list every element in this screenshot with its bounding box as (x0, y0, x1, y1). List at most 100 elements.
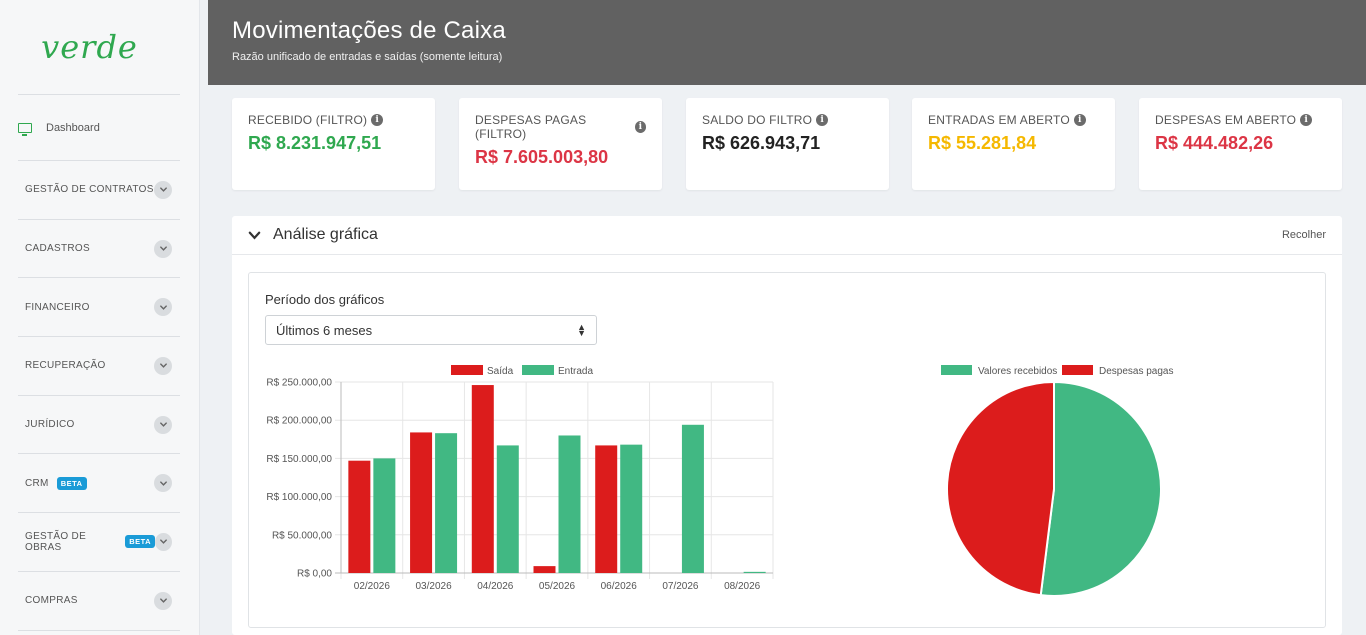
sidebar-item-group: GESTÃO DE CONTRATOS (25, 184, 154, 195)
bar-chart: Saída Entrada R$ 250.000,00 R$ 200.000,00 R$… (266, 365, 774, 592)
sidebar-item-label: RECUPERAÇÃO (25, 360, 106, 372)
sidebar-item-dashboard[interactable]: Dashboard (0, 95, 199, 160)
panel-header: Análise gráfica Recolher (232, 216, 1342, 255)
legend-swatch (941, 365, 972, 375)
y-tick-label: R$ 100.000,00 (266, 492, 332, 503)
sidebar-item-label: GESTÃO DE CONTRATOS (25, 184, 154, 196)
bar (681, 424, 704, 573)
sidebar-item[interactable]: CADASTROS (18, 220, 180, 279)
stat-card-despesas-aberto: DESPESAS EM ABERTO i R$ 444.482,26 (1139, 98, 1342, 190)
sidebar-item-group: CADASTROS (25, 243, 90, 254)
bar (620, 444, 643, 573)
chevron-down-icon[interactable] (154, 356, 172, 375)
bar (410, 432, 433, 573)
select-arrows-icon: ▲ ▼ (577, 322, 586, 338)
sidebar-item-label: JURÍDICO (25, 419, 75, 431)
sidebar-item[interactable]: CRM BETA (18, 454, 180, 514)
sidebar: verde Dashboard GESTÃO DE CONTRATOS CADAS… (0, 0, 200, 635)
stat-title: DESPESAS EM ABERTO (1155, 113, 1297, 127)
chevron-down-icon[interactable] (154, 298, 172, 317)
stat-value: R$ 8.231.947,51 (248, 133, 382, 153)
bar (471, 385, 494, 573)
logo-text: verde (41, 28, 138, 66)
legend-swatch (522, 365, 554, 375)
legend-swatch (1062, 365, 1093, 375)
sidebar-item[interactable]: RECUPERAÇÃO (18, 337, 180, 396)
chevron-down-icon[interactable] (154, 180, 172, 199)
chart-container: Período dos gráficos Últimos 6 meses ▲ ▼ … (248, 272, 1326, 628)
sidebar-item-label: CADASTROS (25, 243, 90, 255)
y-tick-label: R$ 200.000,00 (266, 416, 332, 427)
bar (558, 435, 581, 573)
sidebar-item[interactable]: GESTÃO DE CONTRATOS (18, 161, 180, 220)
sidebar-item-group: COMPRAS (25, 595, 78, 606)
sidebar-item[interactable]: FINANCEIRO (18, 278, 180, 338)
beta-badge: BETA (56, 476, 87, 490)
sidebar-item-group: GESTÃO DE OBRAS BETA (25, 530, 156, 553)
stat-value: R$ 626.943,71 (702, 133, 821, 153)
info-icon[interactable]: i (816, 114, 829, 126)
stat-value: R$ 55.281,84 (928, 133, 1037, 153)
period-label: Período dos gráficos (265, 292, 385, 307)
info-icon[interactable]: i (1073, 114, 1086, 126)
x-tick-label: 05/2026 (539, 581, 576, 592)
sidebar-item[interactable]: COMPRAS (18, 572, 180, 631)
y-tick-label: R$ 0,00 (297, 569, 332, 580)
beta-badge: BETA (125, 535, 156, 549)
chevron-down-icon[interactable] (155, 532, 172, 551)
sidebar-item-label: Dashboard (46, 121, 100, 134)
legend-swatch (451, 365, 483, 375)
stat-title: DESPESAS PAGAS (FILTRO) (475, 113, 587, 141)
period-select[interactable]: Últimos 6 meses ▲ ▼ (265, 315, 597, 345)
stat-value: R$ 444.482,26 (1155, 133, 1274, 153)
chevron-down-icon[interactable] (154, 239, 172, 258)
divider (18, 160, 180, 161)
legend-label: Saída (487, 366, 514, 377)
sidebar-item[interactable]: GESTÃO DE OBRAS BETA (18, 513, 180, 572)
y-tick-label: R$ 50.000,00 (272, 530, 332, 541)
monitor-icon (18, 122, 32, 136)
stat-card-entradas-aberto: ENTRADAS EM ABERTO i R$ 55.281,84 (912, 98, 1115, 190)
bar (373, 458, 396, 573)
chevron-down-icon (248, 231, 261, 239)
y-tick-label: R$ 250.000,00 (266, 378, 332, 389)
bar (595, 445, 618, 573)
divider (18, 94, 180, 95)
x-tick-label: 04/2026 (477, 581, 514, 592)
x-tick-label: 03/2026 (415, 581, 452, 592)
legend-label: Entrada (558, 366, 593, 377)
panel-toggle[interactable]: Análise gráfica (248, 226, 378, 244)
panel-title: Análise gráfica (273, 226, 378, 243)
pie-slice (946, 380, 1055, 597)
period-select-value: Últimos 6 meses (276, 322, 373, 338)
pie-slice (1039, 380, 1162, 597)
stat-card-despesas-pagas: DESPESAS PAGAS (FILTRO) i R$ 7.605.003,80 (459, 98, 662, 190)
chevron-down-icon[interactable] (154, 591, 172, 610)
info-icon[interactable]: i (1300, 114, 1313, 126)
pie-chart: Valores recebidos Despesas pagas (941, 365, 1174, 597)
sidebar-item-label: GESTÃO DE OBRAS (25, 530, 87, 553)
x-tick-label: 02/2026 (354, 581, 391, 592)
stat-title: RECEBIDO (FILTRO) (248, 113, 368, 127)
info-icon[interactable]: i (371, 114, 384, 126)
page-title: Movimentações de Caixa (232, 17, 506, 44)
stat-card-recebido: RECEBIDO (FILTRO) i R$ 8.231.947,51 (232, 98, 435, 190)
collapse-button[interactable]: Recolher (1281, 229, 1326, 241)
sidebar-item-group: JURÍDICO (25, 419, 75, 430)
legend-label: Valores recebidos (978, 366, 1057, 377)
bar (348, 460, 371, 573)
chevron-down-icon[interactable] (154, 415, 172, 434)
sidebar-item-label: FINANCEIRO (25, 301, 90, 313)
stat-card-saldo: SALDO DO FILTRO i R$ 626.943,71 (686, 98, 889, 190)
bar (533, 566, 556, 573)
sidebar-item-group: RECUPERAÇÃO (25, 360, 106, 371)
logo[interactable]: verde (0, 0, 199, 94)
page-header: Movimentações de Caixa Razão unificado d… (208, 0, 1366, 85)
bar (435, 433, 458, 573)
stat-value: R$ 7.605.003,80 (475, 147, 609, 167)
chevron-down-icon[interactable] (154, 474, 172, 493)
sidebar-item-group: FINANCEIRO (25, 302, 90, 313)
sidebar-item[interactable]: JURÍDICO (18, 396, 180, 455)
x-tick-label: 08/2026 (724, 581, 761, 592)
info-icon[interactable]: i (634, 121, 646, 133)
